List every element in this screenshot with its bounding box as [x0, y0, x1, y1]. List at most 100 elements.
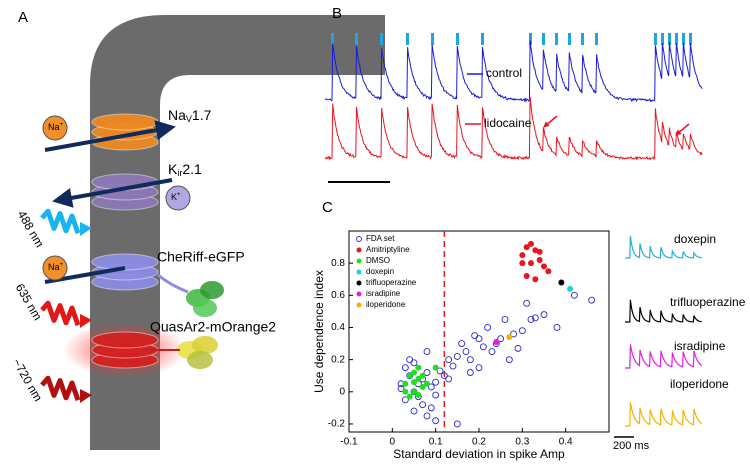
scatter-point: [445, 356, 453, 364]
scatter-point: [553, 324, 561, 331]
channel-ring: [91, 113, 159, 131]
scatter-point: [410, 359, 418, 367]
stim-pulse: [456, 33, 459, 45]
x-tick-label: -0.1: [340, 437, 358, 448]
channel-label: NaV1.7: [168, 107, 212, 125]
y-tick-label: 0: [339, 386, 345, 397]
ion-base: K: [171, 192, 177, 202]
legend-marker: [356, 291, 362, 297]
scatter-point: [419, 383, 426, 390]
scatter-point: [410, 407, 418, 415]
scatter-point: [423, 348, 431, 356]
channel-ring: [91, 253, 159, 271]
arrow: [44, 120, 176, 152]
ion-base: Na: [48, 262, 60, 272]
scatter-point: [506, 334, 513, 341]
protein: [193, 299, 217, 317]
stim-pulse: [555, 33, 558, 45]
light-arrow: [80, 389, 92, 403]
scatter-point: [406, 372, 413, 379]
ion-label: Na+: [48, 262, 64, 273]
light-wave: [40, 375, 81, 402]
scatter-point: [523, 299, 531, 307]
arrow: [52, 178, 173, 208]
legend-label: FDA set: [366, 234, 395, 243]
scatter-point: [453, 420, 461, 428]
scatter-point: [488, 348, 496, 356]
scatter-point: [493, 338, 500, 345]
channel-name: K: [168, 161, 178, 177]
scale-label: 200 ms: [613, 440, 650, 452]
ion-label: K+: [171, 192, 181, 203]
scatter-point: [523, 273, 530, 280]
legend-label: control: [486, 66, 522, 80]
stim-pulse: [529, 33, 532, 45]
legend-label: iloperidone: [366, 300, 406, 309]
scatter-point: [436, 367, 444, 375]
scatter-point: [402, 388, 409, 395]
scatter-point: [406, 356, 414, 364]
scatter-point: [423, 412, 431, 420]
scatter-point: [510, 330, 518, 338]
scatter-point: [531, 314, 539, 322]
scatter-point: [432, 417, 440, 425]
scatter-point: [570, 291, 578, 299]
scatter-point: [540, 311, 548, 319]
stim-pulse: [689, 33, 692, 45]
y-tick-label: 0.4: [331, 322, 345, 333]
scatter-point: [532, 276, 539, 283]
scatter-point: [519, 260, 526, 267]
scatter-point: [536, 248, 543, 255]
scatter-point: [445, 375, 453, 383]
scatter-point: [536, 256, 543, 263]
x-axis-label: Standard deviation in spike Amp: [393, 447, 565, 461]
annotation-arrow: [543, 115, 558, 128]
example-trace: [625, 235, 702, 259]
light-label: ~720 nm: [10, 356, 46, 404]
example-label: doxepin: [674, 232, 716, 246]
legend-label: DMSO: [366, 256, 390, 265]
scatter-point: [427, 404, 435, 412]
channel-name: Na: [168, 107, 186, 123]
channel-label: CheRiff-eGFP: [157, 249, 245, 265]
panel-label: A: [18, 9, 28, 26]
scatter-point: [527, 315, 535, 323]
lidocaine-trace: [324, 96, 703, 161]
scatter-point: [402, 380, 409, 387]
scatter-point: [411, 379, 417, 386]
scatter-point: [458, 340, 466, 348]
x-tick-label: 0.2: [472, 437, 486, 448]
legend-marker: [356, 258, 362, 264]
scatter-point: [397, 385, 405, 393]
scatter-point: [528, 240, 534, 247]
scatter-point: [545, 268, 552, 275]
stim-pulse: [668, 33, 671, 45]
scatter-point: [588, 296, 596, 304]
scatter-point: [466, 356, 474, 364]
annotation-arrow: [675, 123, 690, 136]
ion-label: Na+: [48, 122, 64, 133]
light-wave: [40, 208, 81, 235]
scatter-point: [415, 375, 422, 382]
stim-pulse: [380, 33, 383, 45]
legend-label: Amitriptyline: [366, 245, 410, 254]
protein: [192, 336, 218, 354]
linker: [157, 273, 189, 294]
example-label: iloperidone: [670, 377, 729, 391]
scatter-point: [505, 356, 513, 364]
legend-label: trifluoperazine: [366, 278, 417, 287]
example-label: trifluoperazine: [670, 295, 746, 309]
y-axis-label: Use dependence index: [312, 270, 326, 393]
scatter-point: [558, 279, 565, 286]
x-tick-label: 0: [390, 437, 396, 448]
scatter-point: [419, 401, 427, 409]
scatter-point: [401, 396, 409, 404]
stim-pulse: [331, 33, 334, 45]
legend-marker: [356, 236, 362, 242]
light-arrow: [80, 314, 92, 328]
ion-base: Na: [48, 122, 60, 132]
legend-label: isradipine: [366, 289, 401, 298]
channel-label: QuasAr2-mOrange2: [150, 319, 276, 335]
